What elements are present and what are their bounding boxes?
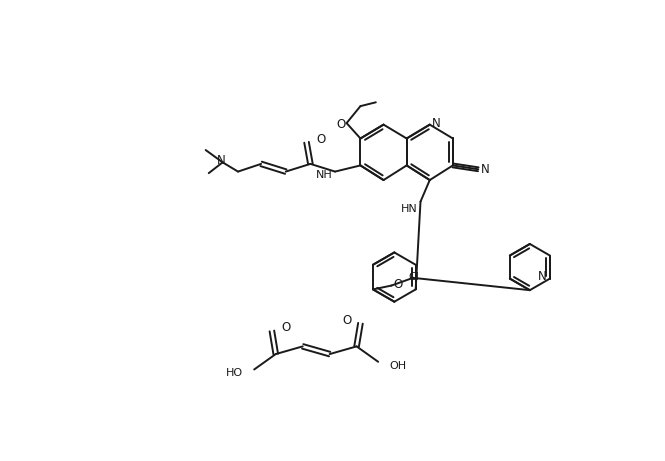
Text: O: O <box>317 133 326 146</box>
Text: O: O <box>393 278 402 290</box>
Text: O: O <box>336 118 346 131</box>
Text: OH: OH <box>389 361 406 371</box>
Text: O: O <box>281 321 291 334</box>
Text: NH: NH <box>316 171 332 180</box>
Text: O: O <box>342 313 351 327</box>
Text: HO: HO <box>226 368 243 378</box>
Text: N: N <box>481 163 489 176</box>
Text: N: N <box>538 270 547 283</box>
Text: Cl: Cl <box>408 272 419 282</box>
Text: N: N <box>432 117 441 130</box>
Text: HN: HN <box>402 204 418 214</box>
Text: N: N <box>217 154 225 166</box>
